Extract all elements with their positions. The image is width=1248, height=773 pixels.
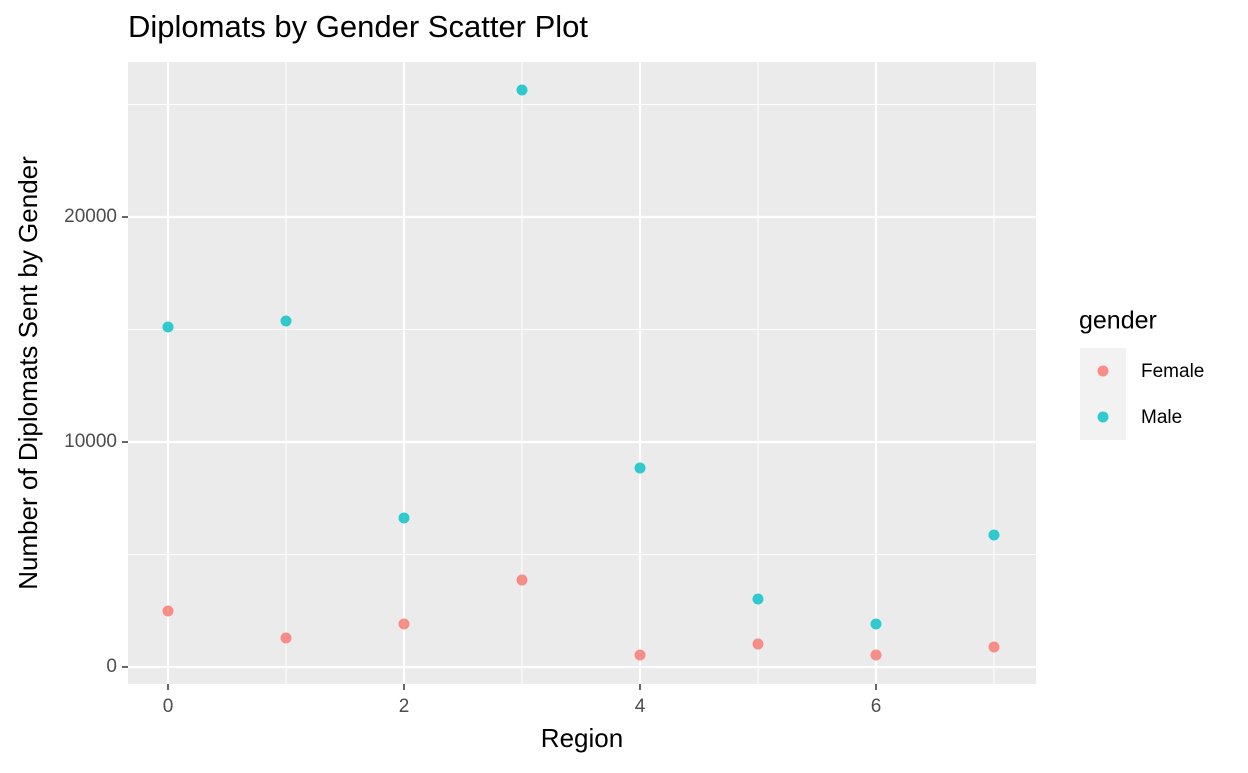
y-tick-label: 10000 [64, 431, 117, 452]
point [398, 618, 410, 630]
point [870, 618, 882, 630]
x-axis-label: Region [541, 723, 623, 753]
point [988, 641, 1000, 653]
point [634, 649, 646, 661]
point [516, 574, 528, 586]
point [870, 649, 882, 661]
point [280, 632, 292, 644]
y-axis-label: Number of Diplomats Sent by Gender [13, 156, 43, 590]
panel [128, 62, 1036, 684]
legend-label: Male [1141, 407, 1182, 428]
legend-marker [1097, 411, 1109, 423]
point [634, 462, 646, 474]
point [516, 84, 528, 96]
point [398, 512, 410, 524]
x-tick-label: 6 [871, 696, 882, 717]
point [280, 315, 292, 327]
point [162, 605, 174, 617]
point [752, 593, 764, 605]
legend-key-background [1080, 348, 1126, 440]
y-tick-label: 20000 [64, 206, 117, 227]
point [752, 638, 764, 650]
x-tick-label: 4 [635, 696, 646, 717]
point [988, 529, 1000, 541]
legend-label: Female [1141, 361, 1204, 382]
legend-title: gender [1079, 307, 1157, 335]
legend-marker [1097, 365, 1109, 377]
chart-title: Diplomats by Gender Scatter Plot [128, 9, 588, 44]
y-tick-label: 0 [106, 656, 117, 677]
point [162, 321, 174, 333]
x-tick-label: 0 [163, 696, 174, 717]
x-tick-label: 2 [399, 696, 410, 717]
